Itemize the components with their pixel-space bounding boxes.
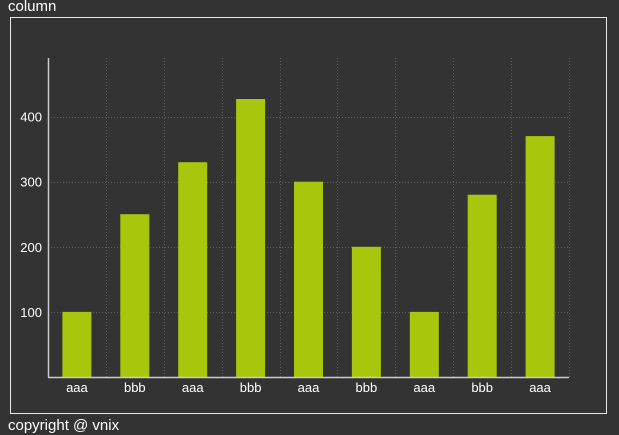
bar: [178, 162, 208, 377]
x-tick-label: bbb: [471, 380, 493, 395]
y-tick-label: 100: [20, 305, 42, 320]
y-tick-label: 200: [20, 240, 42, 255]
x-tick-label: aaa: [413, 380, 435, 395]
tick-labels: 100 200 300 400 aaa bbb aaa bbb aaa bbb aaa bbb aaa: [20, 110, 551, 395]
page-title: column: [8, 0, 57, 15]
bar: [525, 136, 555, 377]
x-tick-label: aaa: [66, 380, 88, 395]
x-tick-label: aaa: [529, 380, 551, 395]
x-tick-label: bbb: [124, 380, 146, 395]
copyright-footer: copyright @ vnix: [8, 417, 120, 434]
bar: [120, 214, 150, 377]
x-tick-label: bbb: [240, 380, 262, 395]
bar: [467, 194, 497, 377]
y-tick-label: 300: [20, 175, 42, 190]
bar: [294, 181, 323, 377]
bar: [236, 99, 266, 377]
bars: [62, 99, 555, 377]
x-tick-label: aaa: [182, 380, 204, 395]
axes: [47, 58, 569, 379]
bar: [409, 311, 439, 377]
grid-lines: [48, 58, 570, 377]
y-tick-label: 400: [20, 110, 42, 125]
x-tick-label: bbb: [356, 380, 378, 395]
bar: [62, 311, 92, 377]
x-tick-label: aaa: [298, 380, 320, 395]
bar: [351, 246, 381, 377]
chart-frame: [10, 17, 607, 414]
